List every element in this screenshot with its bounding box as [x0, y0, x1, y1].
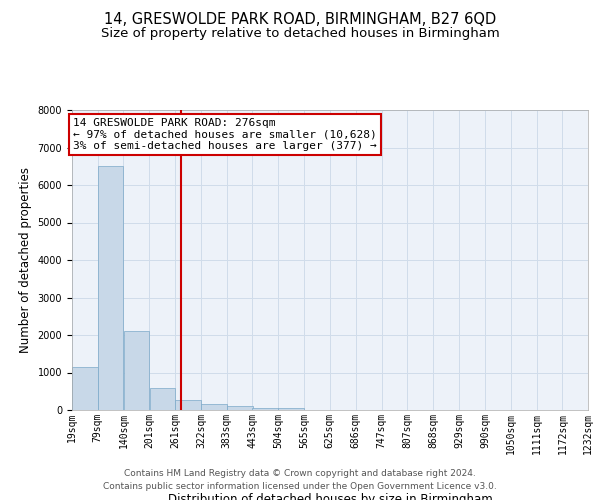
Y-axis label: Number of detached properties: Number of detached properties — [19, 167, 32, 353]
Bar — [227, 406, 253, 410]
Bar — [149, 388, 175, 410]
Text: Contains public sector information licensed under the Open Government Licence v3: Contains public sector information licen… — [103, 482, 497, 491]
Bar — [98, 166, 124, 410]
Bar — [175, 400, 201, 410]
Bar — [72, 367, 98, 410]
Text: Contains HM Land Registry data © Crown copyright and database right 2024.: Contains HM Land Registry data © Crown c… — [124, 468, 476, 477]
Text: 14 GRESWOLDE PARK ROAD: 276sqm
← 97% of detached houses are smaller (10,628)
3% : 14 GRESWOLDE PARK ROAD: 276sqm ← 97% of … — [73, 118, 377, 152]
Bar — [278, 408, 304, 410]
Text: 14, GRESWOLDE PARK ROAD, BIRMINGHAM, B27 6QD: 14, GRESWOLDE PARK ROAD, BIRMINGHAM, B27… — [104, 12, 496, 28]
Text: Size of property relative to detached houses in Birmingham: Size of property relative to detached ho… — [101, 28, 499, 40]
Bar — [201, 404, 227, 410]
Bar — [253, 408, 278, 410]
Bar — [124, 331, 149, 410]
X-axis label: Distribution of detached houses by size in Birmingham: Distribution of detached houses by size … — [167, 493, 493, 500]
